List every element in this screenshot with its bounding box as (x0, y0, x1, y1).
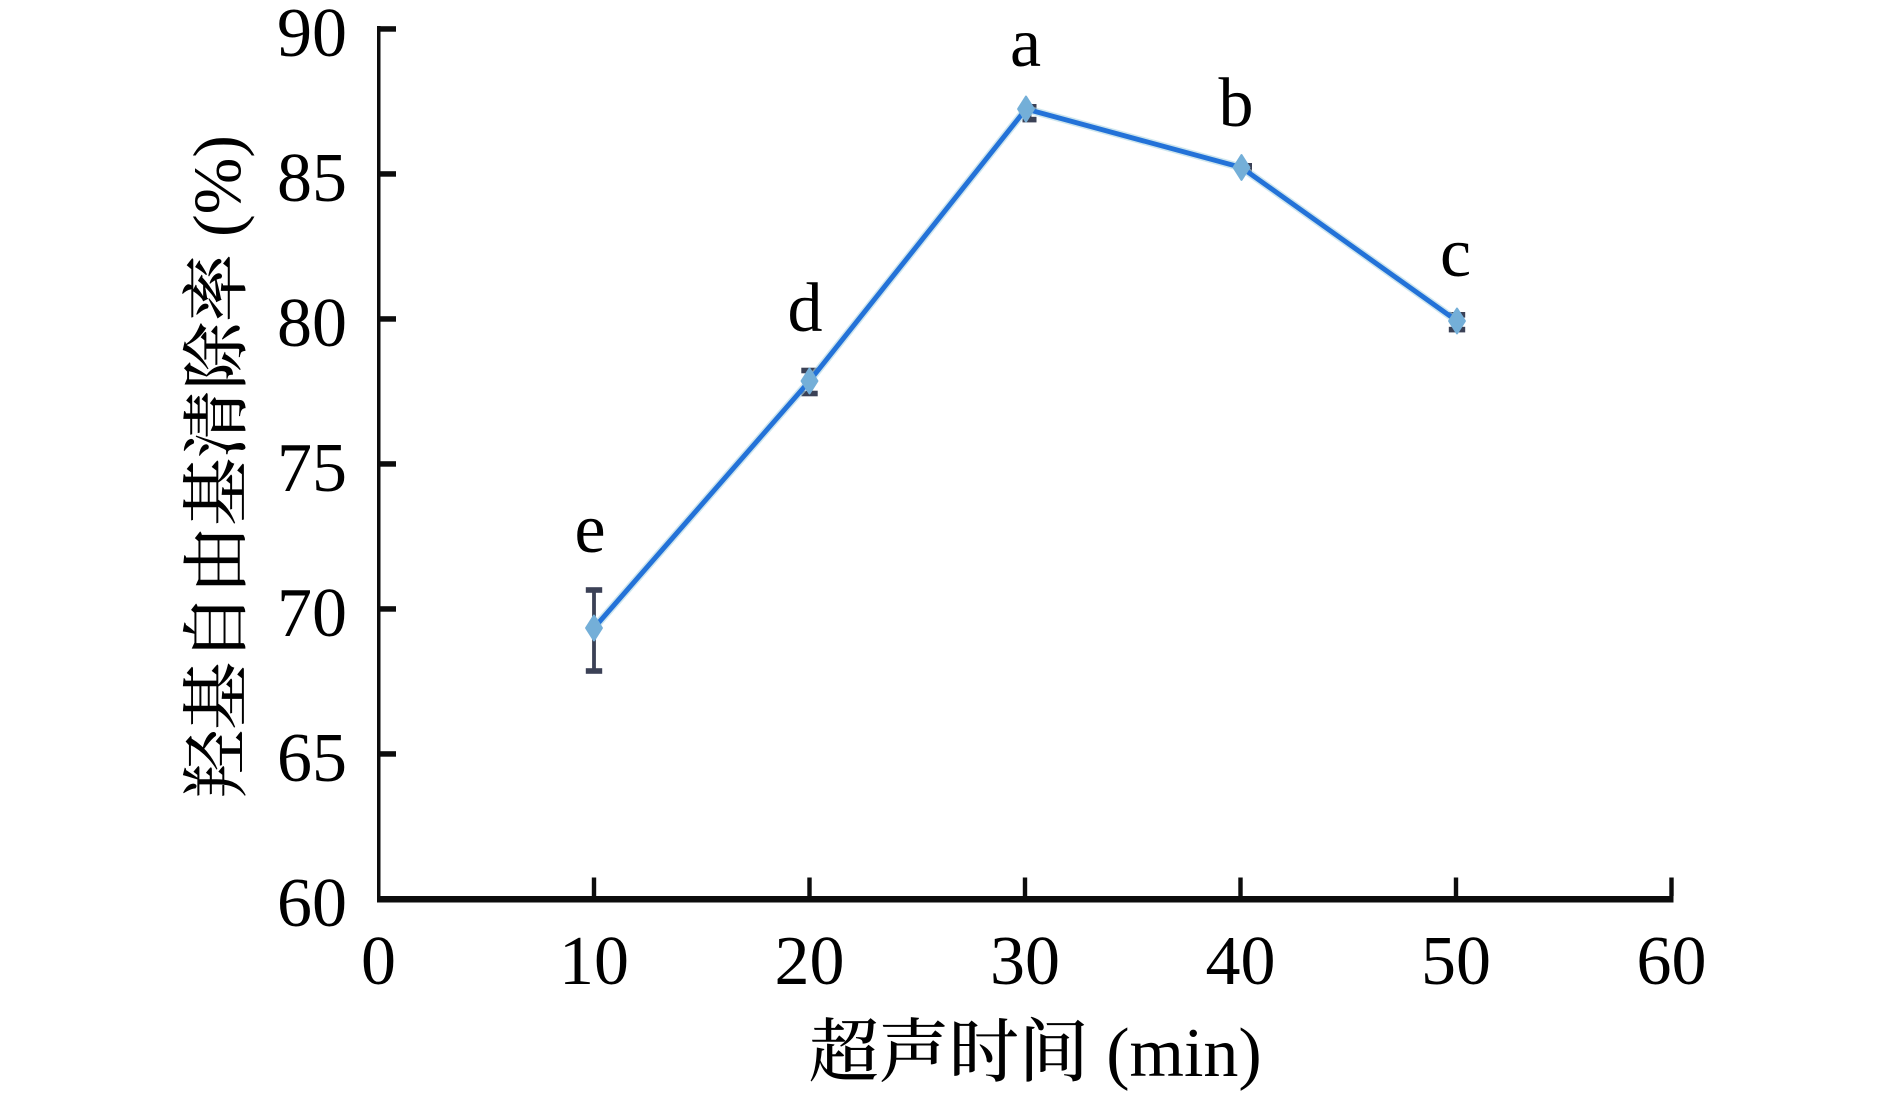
svg-text:40: 40 (1206, 923, 1276, 1000)
svg-text:20: 20 (775, 923, 845, 1000)
svg-text:30: 30 (990, 923, 1060, 1000)
svg-text:90: 90 (277, 0, 347, 72)
svg-text:10: 10 (559, 923, 629, 1000)
svg-text:e: e (574, 491, 605, 568)
svg-text:85: 85 (277, 140, 347, 217)
svg-text:60: 60 (1637, 923, 1707, 1000)
svg-text:b: b (1219, 65, 1254, 142)
svg-text:60: 60 (277, 865, 347, 942)
svg-text:80: 80 (277, 285, 347, 362)
svg-text:c: c (1440, 215, 1471, 292)
svg-text:65: 65 (277, 720, 347, 797)
svg-text:50: 50 (1421, 923, 1491, 1000)
svg-text:0: 0 (361, 923, 396, 1000)
svg-text:a: a (1010, 5, 1041, 82)
svg-text:(min): (min) (1106, 1015, 1262, 1092)
svg-text:(%): (%) (179, 135, 255, 237)
svg-text:75: 75 (277, 430, 347, 507)
svg-text:70: 70 (277, 575, 347, 652)
svg-text:d: d (788, 270, 823, 347)
